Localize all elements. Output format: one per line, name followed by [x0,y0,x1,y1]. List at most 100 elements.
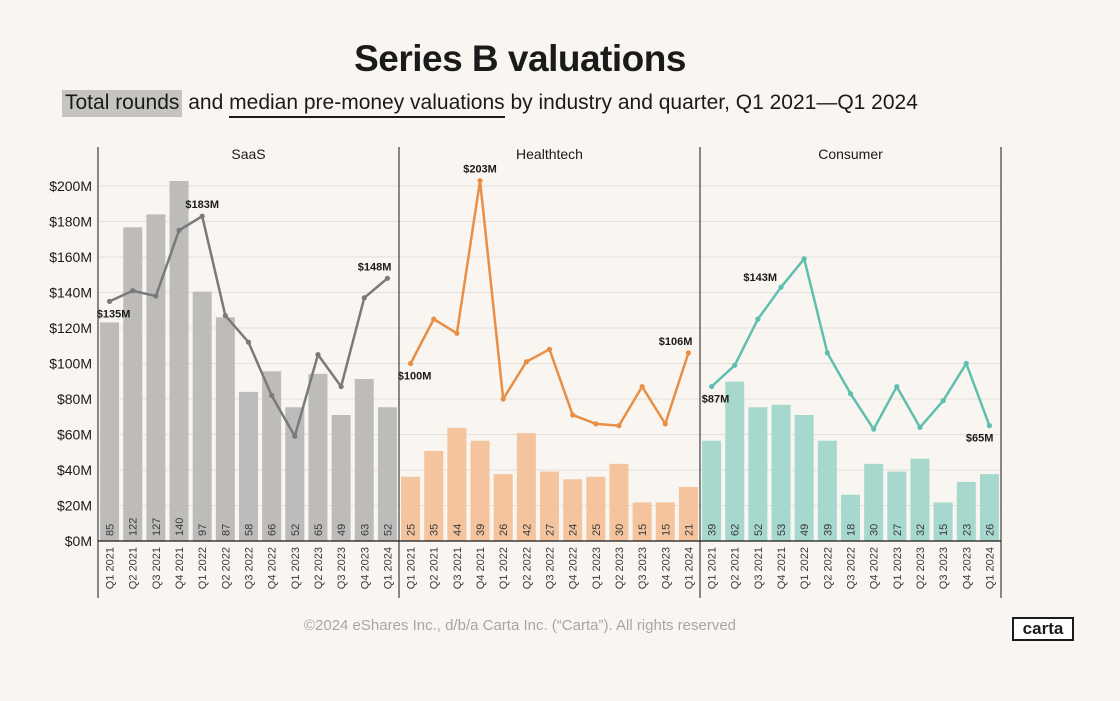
valuation-point [361,295,367,301]
x-tick-label: Q4 2021 [475,547,487,589]
rounds-count-label: 58 [244,524,256,536]
rounds-count-label: 62 [730,524,742,536]
valuation-point [824,350,830,356]
rounds-bar [702,440,722,541]
rounds-bar [493,474,513,541]
x-tick-label: Q3 2021 [452,547,464,589]
x-tick-label: Q4 2021 [776,547,788,589]
x-tick-label: Q1 2023 [591,547,603,589]
rounds-count-label: 52 [382,524,394,536]
valuation-label: $65M [966,433,994,445]
x-tick-label: Q2 2023 [614,547,626,589]
x-tick-label: Q3 2023 [938,547,950,589]
valuation-point [616,423,622,429]
valuation-point [338,383,344,390]
rounds-count-label: 52 [753,524,765,536]
rounds-count-label: 127 [151,518,163,536]
rounds-bar [262,371,282,541]
rounds-count-label: 26 [984,524,996,536]
valuation-point [384,275,391,281]
rounds-bar [331,415,351,541]
rounds-bar [609,463,629,541]
rounds-bar [887,471,907,541]
rounds-bar [424,451,444,541]
valuation-label: $183M [185,199,219,211]
valuation-point [662,421,668,427]
x-tick-label: Q1 2021 [105,547,117,589]
x-tick-label: Q2 2021 [429,547,441,589]
rounds-count-label: 65 [313,524,325,536]
rounds-bar [540,471,559,541]
rounds-bar [748,407,768,541]
y-tick-label: $20M [57,498,92,514]
x-tick-label: Q1 2022 [498,547,510,589]
rounds-bar [933,502,953,541]
rounds-count-label: 140 [174,518,186,536]
x-tick-label: Q4 2023 [961,547,973,589]
y-tick-label: $40M [57,462,92,478]
x-tick-label: Q3 2021 [753,547,765,589]
y-tick-label: $140M [49,285,92,301]
valuation-point [940,398,946,404]
x-tick-label: Q1 2023 [892,547,904,589]
rounds-bar [864,463,884,541]
rounds-count-label: 35 [429,524,441,536]
x-tick-label: Q1 2021 [406,547,418,589]
rounds-bar [563,479,583,541]
rounds-bar [354,379,374,541]
y-tick-label: $200M [49,178,92,194]
valuation-point [755,316,761,322]
valuation-point [986,423,993,429]
rounds-count-label: 66 [267,524,279,536]
rounds-count-label: 15 [660,524,672,536]
rounds-count-label: 87 [220,524,232,536]
rounds-count-label: 42 [521,524,533,536]
subtitle-rest: by industry and quarter, Q1 2021—Q1 2024 [510,91,918,114]
valuation-point [407,360,414,367]
rounds-bar [956,481,976,541]
x-tick-label: Q4 2022 [568,547,580,589]
x-tick-label: Q1 2021 [707,547,719,589]
rounds-count-label: 21 [683,524,695,536]
valuation-label: $135M [97,308,131,320]
rounds-bar [146,214,166,541]
x-tick-label: Q1 2022 [197,547,209,589]
carta-logo: carta [1012,617,1074,641]
rounds-count-label: 23 [961,524,973,536]
valuation-point [778,284,784,290]
rounds-bar [794,415,814,541]
rounds-count-label: 49 [799,524,811,536]
rounds-bar [979,474,999,541]
y-tick-label: $80M [57,391,92,407]
rounds-bar [401,476,421,541]
rounds-bar [841,494,860,541]
rounds-bar [725,381,745,541]
y-tick-label: $120M [49,320,92,336]
rounds-bar [516,433,536,541]
rounds-count-label: 53 [776,524,788,536]
valuation-point [199,213,205,219]
rounds-count-label: 39 [707,524,719,536]
valuation-point [570,412,576,418]
rounds-bar [678,487,698,541]
valuation-point [269,392,275,399]
x-tick-label: Q3 2021 [151,547,163,589]
chart-subtitle: Total rounds and median pre-money valuat… [62,90,918,118]
x-tick-label: Q1 2022 [799,547,811,589]
rounds-bar [447,427,467,541]
subtitle-valuations-legend: median pre-money valuations [229,90,505,118]
y-tick-label: $160M [49,249,92,265]
valuation-label: $87M [702,394,730,406]
x-tick-label: Q3 2023 [336,547,348,589]
valuation-point [639,383,645,390]
x-tick-label: Q3 2022 [545,547,557,589]
valuation-point [894,383,900,390]
rounds-count-label: 27 [892,524,904,536]
valuation-point [315,352,321,358]
x-tick-label: Q4 2022 [267,547,279,589]
rounds-count-label: 49 [336,524,348,536]
valuation-label: $100M [398,371,432,383]
x-tick-label: Q4 2023 [359,547,371,589]
x-tick-label: Q2 2022 [521,547,533,589]
valuation-line [710,257,991,431]
